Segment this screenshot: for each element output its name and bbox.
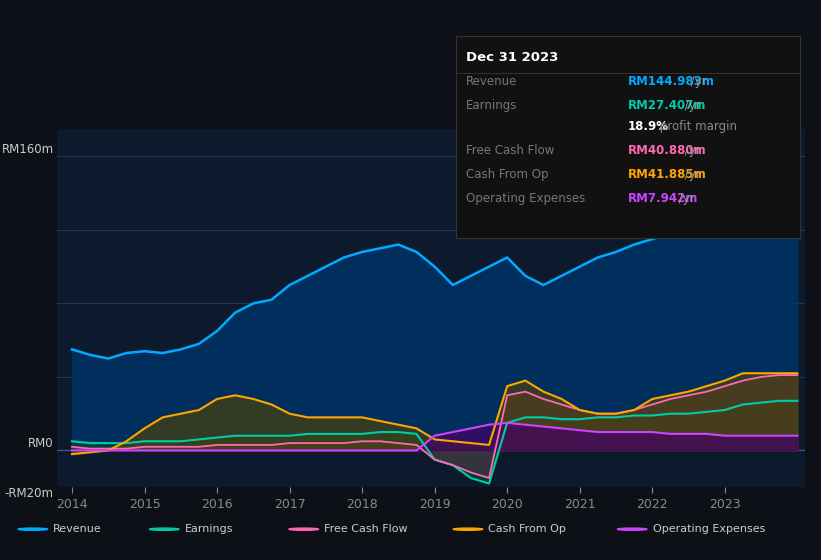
Circle shape: [18, 528, 48, 530]
Circle shape: [453, 528, 483, 530]
Text: profit margin: profit margin: [656, 120, 736, 133]
Text: /yr: /yr: [686, 75, 706, 88]
Text: Cash From Op: Cash From Op: [466, 168, 548, 181]
Text: RM144.983m: RM144.983m: [628, 75, 715, 88]
Text: /yr: /yr: [681, 168, 700, 181]
Text: RM27.407m: RM27.407m: [628, 100, 706, 113]
Text: Revenue: Revenue: [53, 524, 102, 534]
Circle shape: [149, 528, 179, 530]
Text: -RM20m: -RM20m: [5, 487, 53, 500]
Text: RM0: RM0: [28, 437, 53, 450]
Circle shape: [617, 528, 647, 530]
Text: /yr: /yr: [681, 100, 700, 113]
Text: Operating Expenses: Operating Expenses: [653, 524, 765, 534]
Text: RM160m: RM160m: [2, 143, 53, 156]
Text: RM41.885m: RM41.885m: [628, 168, 707, 181]
Circle shape: [289, 528, 319, 530]
Text: 18.9%: 18.9%: [628, 120, 669, 133]
Text: Free Cash Flow: Free Cash Flow: [466, 144, 554, 157]
Text: Earnings: Earnings: [466, 100, 517, 113]
Text: Earnings: Earnings: [185, 524, 233, 534]
Text: /yr: /yr: [681, 144, 700, 157]
Text: Operating Expenses: Operating Expenses: [466, 192, 585, 205]
Text: Dec 31 2023: Dec 31 2023: [466, 51, 558, 64]
Text: Free Cash Flow: Free Cash Flow: [324, 524, 408, 534]
Text: RM40.880m: RM40.880m: [628, 144, 707, 157]
Text: RM7.942m: RM7.942m: [628, 192, 699, 205]
Text: Revenue: Revenue: [466, 75, 517, 88]
Text: /yr: /yr: [675, 192, 695, 205]
Text: Cash From Op: Cash From Op: [488, 524, 566, 534]
